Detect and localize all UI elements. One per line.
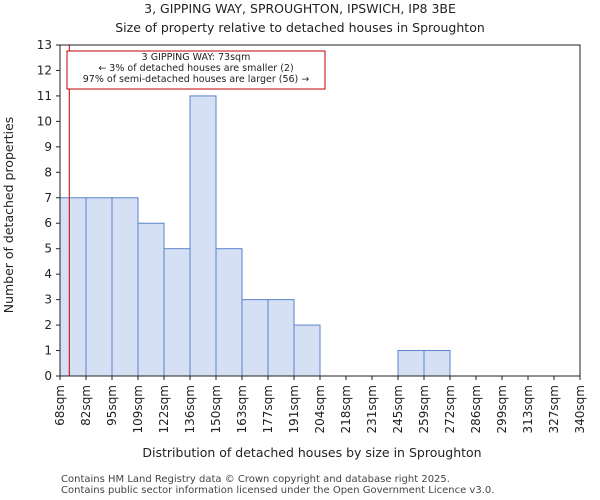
y-tick-label: 8 <box>44 165 52 179</box>
x-tick-label: 109sqm <box>131 385 145 433</box>
x-tick-label: 340sqm <box>573 385 587 433</box>
annotation-box <box>66 50 326 90</box>
x-tick-label: 272sqm <box>443 385 457 433</box>
y-tick-label: 12 <box>37 63 52 77</box>
bar-163sqm <box>241 299 269 377</box>
x-axis-label: Distribution of detached houses by size … <box>142 445 481 460</box>
footer-licence: Contains public sector information licen… <box>61 485 495 496</box>
y-tick-label: 1 <box>44 344 52 358</box>
x-tick-label: 150sqm <box>209 385 223 433</box>
chart-title: 3, GIPPING WAY, SPROUGHTON, IPSWICH, IP8… <box>144 1 456 16</box>
y-tick-label: 4 <box>44 267 52 281</box>
x-tick-label: 231sqm <box>365 385 379 433</box>
y-tick-label: 11 <box>37 89 52 103</box>
bars-group <box>59 95 451 377</box>
y-tick-label: 3 <box>44 293 52 307</box>
x-tick-label: 327sqm <box>547 385 561 433</box>
y-tick-label: 9 <box>44 140 52 154</box>
plot-frame <box>59 44 581 377</box>
x-tick-label: 68sqm <box>53 385 67 426</box>
annotation-line-2: ← 3% of detached houses are smaller (2) <box>98 63 293 74</box>
bar-191sqm <box>293 324 321 377</box>
bar-136sqm <box>189 95 217 377</box>
x-axis-ticks: 68sqm 82sqm 95sqm 109sqm 122sqm 136sqm 150sqm 1… <box>53 376 587 433</box>
x-tick-label: 191sqm <box>287 385 301 433</box>
bar-245sqm <box>397 350 425 377</box>
y-tick-label: 13 <box>37 38 52 52</box>
annotation-line-3: 97% of semi-detached houses are larger (… <box>83 74 310 85</box>
x-tick-label: 122sqm <box>157 385 171 433</box>
bar-122sqm <box>163 248 191 377</box>
x-tick-label: 299sqm <box>495 385 509 433</box>
footer-copyright: Contains HM Land Registry data © Crown c… <box>61 474 450 485</box>
x-tick-label: 136sqm <box>183 385 197 433</box>
bar-82sqm <box>85 197 113 377</box>
x-tick-label: 163sqm <box>235 385 249 433</box>
x-tick-label: 313sqm <box>521 385 535 433</box>
x-tick-label: 82sqm <box>79 385 93 426</box>
x-tick-label: 286sqm <box>469 385 483 433</box>
bar-95sqm <box>111 197 139 377</box>
bar-177sqm <box>267 299 295 377</box>
y-tick-label: 10 <box>37 114 52 128</box>
bar-68sqm <box>59 197 87 377</box>
y-tick-label: 2 <box>44 318 52 332</box>
annotation-line-1: 3 GIPPING WAY: 73sqm <box>142 52 251 63</box>
x-tick-label: 218sqm <box>339 385 353 433</box>
x-tick-label: 204sqm <box>313 385 327 433</box>
x-tick-label: 259sqm <box>417 385 431 433</box>
x-tick-label: 95sqm <box>105 385 119 426</box>
y-axis-label: Number of detached properties <box>1 117 16 314</box>
x-tick-label: 177sqm <box>261 385 275 433</box>
y-tick-label: 0 <box>44 369 52 383</box>
chart-subtitle: Size of property relative to detached ho… <box>115 20 485 35</box>
bar-150sqm <box>215 248 243 377</box>
y-tick-label: 7 <box>44 191 52 205</box>
x-tick-label: 245sqm <box>391 385 405 433</box>
bar-259sqm <box>423 350 451 377</box>
y-tick-label: 6 <box>44 216 52 230</box>
y-tick-label: 5 <box>44 242 52 256</box>
bar-109sqm <box>137 222 165 377</box>
